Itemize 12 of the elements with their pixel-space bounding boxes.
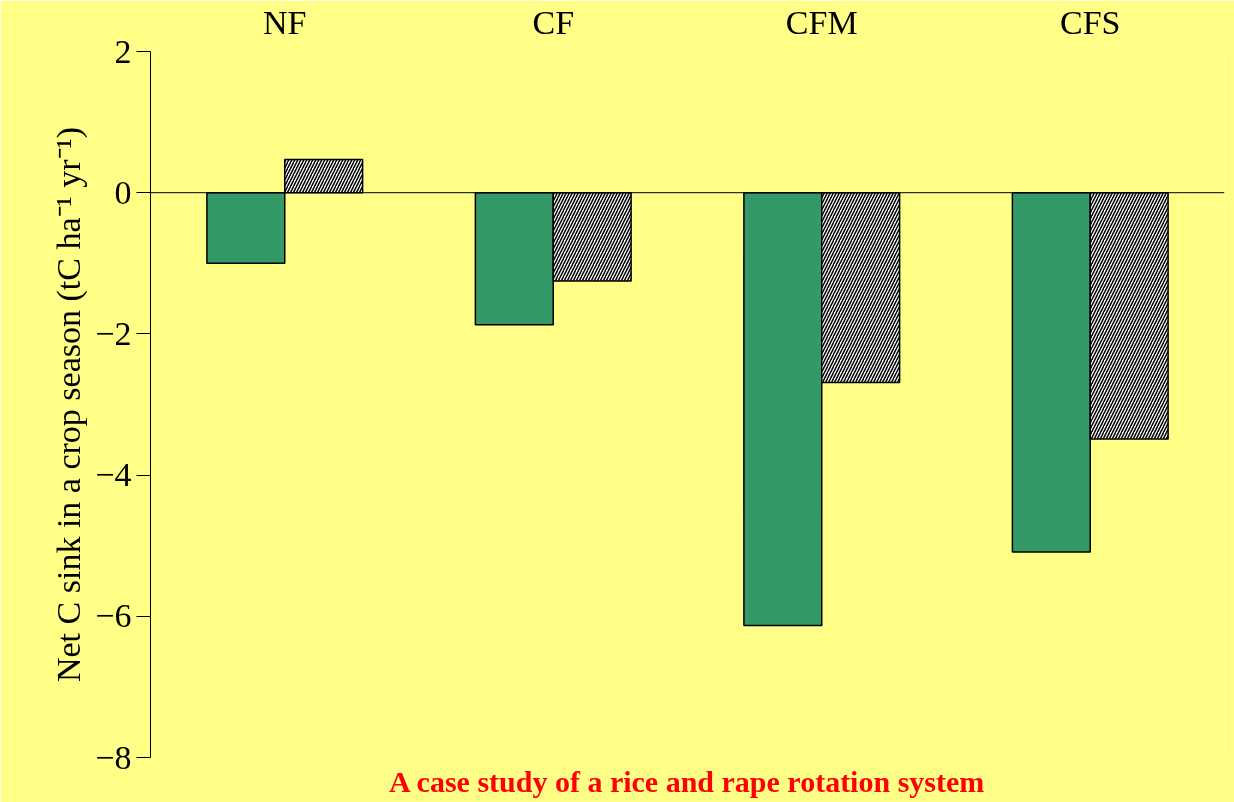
y-axis-title: Net C sink in a crop season (tC ha⁻¹ yr⁻¹) [50, 126, 89, 683]
x-tick-label: CFM [785, 3, 858, 41]
y-tick-label: −4 [95, 456, 132, 494]
x-tick-label: NF [263, 3, 307, 41]
y-tick-label: 0 [114, 173, 132, 211]
y-tick-label: 2 [114, 32, 132, 70]
y-tick-label: −8 [95, 738, 132, 776]
y-tick-label: −2 [95, 314, 132, 352]
x-tick-label: CF [532, 3, 575, 41]
text: A case study of a rice and rape rotation system [389, 764, 985, 798]
x-tick-label: CFS [1060, 3, 1121, 41]
y-tick-label: −6 [95, 597, 132, 635]
